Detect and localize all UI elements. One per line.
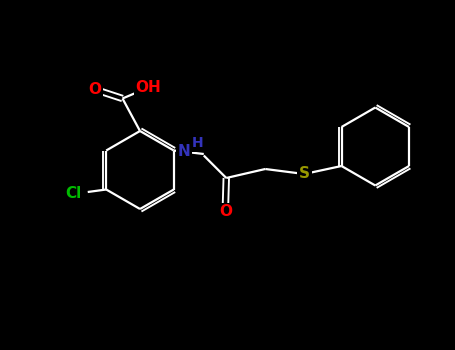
Text: OH: OH: [136, 80, 162, 95]
Text: H: H: [192, 136, 203, 150]
Text: O: O: [89, 82, 101, 97]
Text: N: N: [177, 144, 190, 159]
Text: S: S: [299, 167, 310, 182]
Text: O: O: [219, 204, 232, 219]
Text: Cl: Cl: [66, 186, 82, 201]
